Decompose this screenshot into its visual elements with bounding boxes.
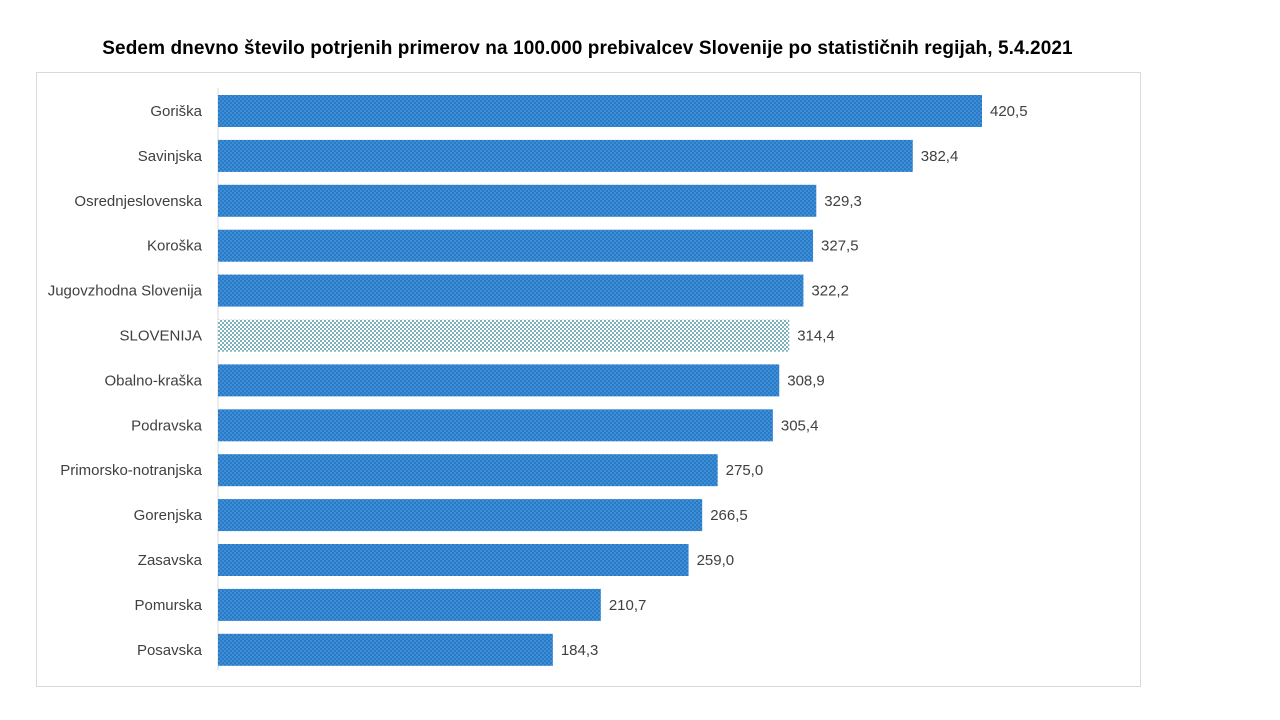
category-label: Primorsko-notranjska bbox=[60, 462, 202, 479]
category-label: Pomurska bbox=[134, 597, 202, 614]
value-label: 184,3 bbox=[561, 642, 599, 659]
category-label: Podravska bbox=[131, 417, 203, 434]
value-label: 308,9 bbox=[787, 372, 825, 389]
category-label: Obalno-kraška bbox=[104, 372, 202, 389]
value-label: 314,4 bbox=[797, 328, 835, 345]
value-label: 327,5 bbox=[821, 238, 859, 255]
value-label: 322,2 bbox=[811, 283, 849, 300]
category-label: Gorenjska bbox=[134, 507, 203, 524]
value-label: 210,7 bbox=[609, 597, 647, 614]
bar-6 bbox=[218, 364, 780, 397]
value-label: 420,5 bbox=[990, 103, 1028, 120]
bar-0 bbox=[218, 95, 982, 127]
value-label: 382,4 bbox=[921, 148, 959, 165]
value-label: 275,0 bbox=[726, 462, 764, 479]
bar-3 bbox=[218, 229, 814, 262]
bar-8 bbox=[218, 454, 718, 487]
bar-7 bbox=[218, 409, 773, 442]
bar-1 bbox=[218, 139, 913, 172]
category-label: Jugovzhodna Slovenija bbox=[48, 283, 203, 300]
category-label: SLOVENIJA bbox=[119, 328, 202, 345]
category-label: Savinjska bbox=[138, 148, 203, 165]
bar-4 bbox=[218, 274, 804, 307]
category-label: Koroška bbox=[147, 238, 203, 255]
category-label: Zasavska bbox=[138, 552, 203, 569]
bar-2 bbox=[218, 184, 817, 217]
category-label: Posavska bbox=[137, 642, 203, 659]
bar-9 bbox=[218, 499, 703, 532]
category-label: Goriška bbox=[150, 103, 202, 120]
value-label: 259,0 bbox=[697, 552, 735, 569]
category-label: Osrednjeslovenska bbox=[74, 193, 202, 210]
value-label: 305,4 bbox=[781, 417, 819, 434]
bar-11 bbox=[218, 588, 601, 621]
bar-12 bbox=[218, 633, 553, 666]
bar-5 bbox=[218, 319, 790, 352]
value-label: 266,5 bbox=[710, 507, 748, 524]
chart-title: Sedem dnevno število potrjenih primerov … bbox=[102, 38, 1073, 59]
bar-10 bbox=[218, 544, 689, 576]
value-label: 329,3 bbox=[824, 193, 862, 210]
